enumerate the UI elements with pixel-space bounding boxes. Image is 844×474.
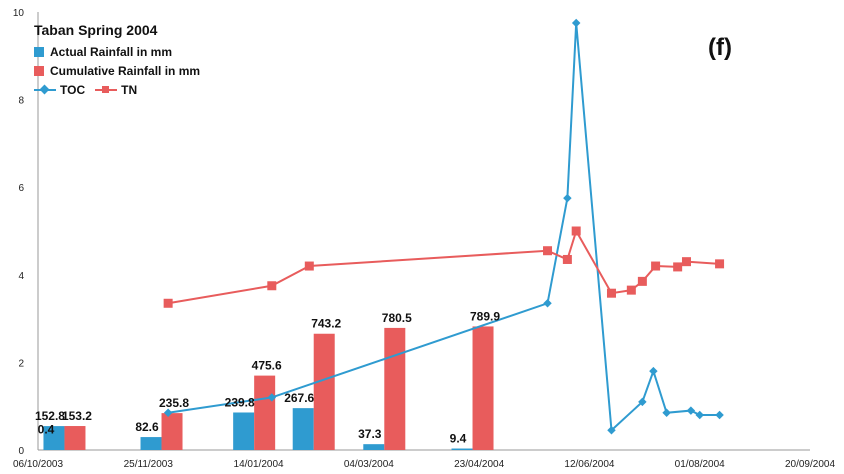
- marker-toc: [662, 408, 671, 418]
- marker-tn: [673, 262, 683, 272]
- marker-tn: [562, 254, 572, 264]
- bar-cumulative-rainfall: [384, 327, 406, 450]
- marker-toc: [715, 410, 724, 420]
- label-cumulative-rainfall: 780.5: [382, 311, 412, 325]
- marker-tn: [543, 246, 553, 256]
- legend-label-tn: TN: [121, 82, 138, 97]
- y-tick-label: 2: [18, 358, 24, 369]
- label-actual-rainfall: 37.3: [358, 427, 382, 441]
- legend-swatch-toc: [34, 84, 56, 95]
- label-cumulative-rainfall: 475.6: [252, 359, 282, 373]
- legend-label-actual: Actual Rainfall in mm: [50, 44, 173, 59]
- rainfall-bars: [43, 326, 494, 450]
- marker-tn: [626, 285, 636, 295]
- marker-toc: [638, 397, 647, 407]
- label-cumulative-rainfall: 235.8: [159, 396, 189, 410]
- marker-tn: [637, 276, 647, 286]
- chart-title: Taban Spring 2004: [34, 22, 158, 38]
- marker-toc: [695, 410, 704, 420]
- x-tick-label: 06/10/2003: [13, 459, 63, 470]
- x-tick-label: 23/04/2004: [454, 459, 504, 470]
- legend: Taban Spring 2004 Actual Rainfall in mm …: [34, 22, 200, 99]
- label-extra: 0.4: [38, 422, 55, 436]
- marker-tn: [571, 226, 581, 236]
- bar-actual-rainfall: [140, 437, 162, 450]
- marker-toc: [267, 393, 277, 402]
- bar-actual-rainfall: [363, 444, 385, 450]
- legend-lines: TOC TN: [34, 80, 200, 99]
- bar-cumulative-rainfall: [472, 326, 494, 450]
- marker-toc: [543, 299, 552, 308]
- series-line-tn: [167, 228, 720, 305]
- bar-cumulative-rainfall: [254, 375, 276, 450]
- series-lines: [163, 18, 725, 435]
- legend-actual-rainfall: Actual Rainfall in mm: [34, 42, 200, 61]
- marker-tn: [651, 261, 661, 271]
- marker-toc: [649, 366, 658, 376]
- marker-tn: [681, 257, 691, 267]
- marker-toc: [163, 408, 173, 418]
- label-actual-rainfall: 267.6: [284, 391, 314, 405]
- x-tick-label: 12/06/2004: [564, 459, 614, 470]
- bar-actual-rainfall: [451, 448, 473, 450]
- marker-tn: [715, 259, 725, 269]
- legend-swatch-tn: [95, 85, 118, 95]
- legend-label-toc: TOC: [60, 82, 86, 97]
- bar-actual-rainfall: [292, 408, 314, 450]
- marker-tn: [606, 288, 616, 298]
- legend-swatch-actual: [34, 46, 44, 57]
- x-tick-label: 20/09/2004: [785, 459, 835, 470]
- panel-label: (f): [708, 34, 732, 61]
- marker-toc: [563, 193, 572, 203]
- marker-toc: [607, 426, 616, 435]
- marker-tn: [267, 281, 277, 291]
- legend-swatch-cumulative: [34, 65, 44, 76]
- label-actual-rainfall: 239.8: [225, 395, 255, 409]
- bar-cumulative-rainfall: [64, 426, 86, 450]
- y-tick-label: 6: [18, 183, 24, 194]
- marker-tn: [163, 298, 173, 308]
- legend-cumulative-rainfall: Cumulative Rainfall in mm: [34, 61, 200, 80]
- label-cumulative-rainfall: 743.2: [311, 317, 341, 331]
- label-cumulative-rainfall: 789.9: [470, 309, 500, 323]
- x-tick-label: 25/11/2003: [124, 459, 174, 470]
- label-actual-rainfall: 152.8: [35, 409, 65, 423]
- bar-cumulative-rainfall: [313, 333, 335, 450]
- bar-actual-rainfall: [233, 412, 255, 450]
- label-actual-rainfall: 82.6: [135, 420, 159, 434]
- x-tick-label: 14/01/2004: [234, 459, 284, 470]
- marker-toc: [571, 18, 581, 28]
- bar-actual-rainfall: [43, 426, 65, 450]
- marker-toc: [686, 406, 696, 415]
- label-cumulative-rainfall: 153.2: [62, 409, 92, 423]
- y-tick-label: 0: [18, 446, 24, 457]
- y-tick-label: 10: [13, 8, 25, 19]
- x-tick-label: 04/03/2004: [344, 459, 394, 470]
- y-tick-label: 8: [18, 96, 24, 107]
- y-tick-label: 4: [18, 271, 24, 282]
- label-actual-rainfall: 9.4: [450, 432, 467, 446]
- marker-tn: [304, 261, 314, 271]
- legend-label-cumulative: Cumulative Rainfall in mm: [50, 63, 201, 78]
- x-tick-label: 01/08/2004: [675, 459, 725, 470]
- bar-cumulative-rainfall: [161, 413, 183, 450]
